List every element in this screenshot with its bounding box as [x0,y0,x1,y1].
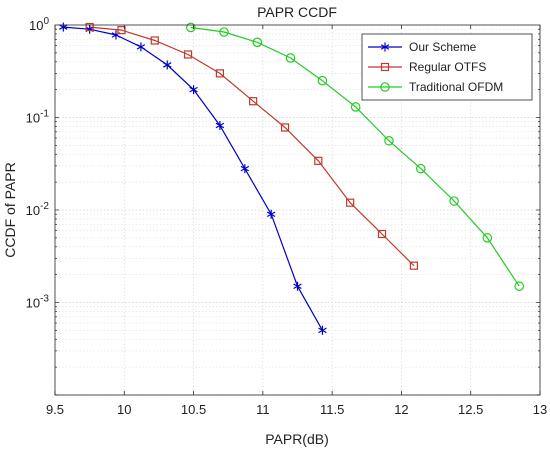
circle-marker [416,163,426,174]
circle-marker [449,196,459,206]
asterisk-stroke [59,24,68,30]
square-marker [215,69,224,78]
square-marker [377,229,387,239]
circle-marker [317,75,328,86]
x-tick-label: 12.5 [458,402,483,417]
circle-marker [380,82,390,92]
legend-entry-label: Regular OTFS [409,60,486,74]
chart-title: PAPR CCDF [257,4,337,20]
asterisk-marker [380,42,390,52]
asterisk-stroke [318,327,327,334]
square-marker [314,156,323,165]
asterisk-stroke [215,122,225,129]
asterisk-stroke [111,32,121,38]
asterisk-marker [189,85,198,95]
asterisk-stroke [163,62,172,68]
asterisk-marker [318,325,327,335]
series-markers [59,22,525,335]
x-axis-label: PAPR(dB) [265,431,329,447]
circle-marker [384,135,394,146]
circle-marker [350,102,361,112]
circle-marker [186,22,196,33]
square-marker [249,97,258,106]
asterisk-stroke [266,211,276,218]
square-marker [183,50,193,59]
legend-entry-label: Our Scheme [409,40,477,54]
asterisk-stroke [240,165,250,172]
asterisk-stroke [380,44,390,50]
circle-marker [252,37,263,48]
y-axis-label: CCDF of PAPR [2,162,18,257]
square-marker [380,62,390,72]
asterisk-marker [240,164,250,174]
square-marker [85,22,94,32]
asterisk-marker [215,120,225,130]
legend: Our Scheme Regular OTFS Traditional OFDM [361,33,533,101]
circle-marker [219,27,229,37]
square-marker [280,123,290,132]
asterisk-marker [293,281,302,291]
asterisk-marker [163,60,172,70]
x-tick-label: 9.5 [46,402,64,417]
asterisk-stroke [293,283,302,289]
x-tick-label: 10.5 [181,402,206,417]
x-tick-label: 10 [117,402,131,417]
x-tick-label: 12 [394,402,408,417]
asterisk-marker [136,42,146,52]
series-line-2 [89,26,415,267]
x-tick-label: 11 [256,402,270,417]
x-tick-label: 11.5 [320,402,344,417]
asterisk-stroke [136,44,146,50]
legend-entry-label: Traditional OFDM [409,80,503,94]
asterisk-marker [266,209,276,219]
square-marker [117,26,126,35]
grid [54,25,541,396]
x-tick-label: 13 [533,402,547,417]
square-marker [150,36,159,45]
circle-marker [514,281,525,292]
asterisk-marker [59,22,68,32]
square-marker [346,198,355,207]
asterisk-stroke [189,86,198,93]
circle-marker [482,233,493,243]
circle-marker [285,53,296,63]
series-line-3 [190,26,520,287]
square-marker [409,261,418,270]
